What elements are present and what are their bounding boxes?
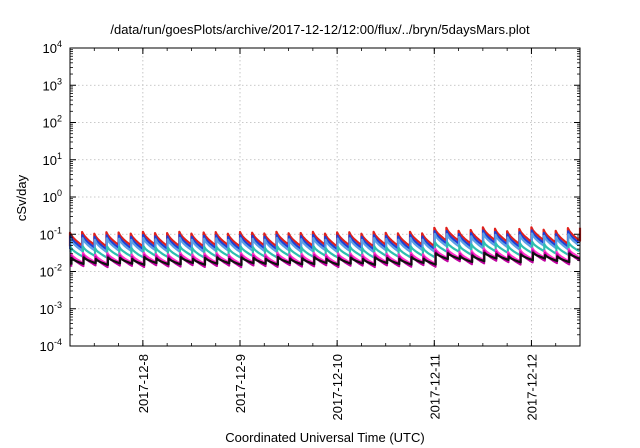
y-tick-label: 10-4 bbox=[40, 337, 62, 354]
x-tick-label: 2017-12-8 bbox=[136, 354, 151, 413]
chart-title: /data/run/goesPlots/archive/2017-12-12/1… bbox=[110, 22, 530, 37]
x-axis-ticks: 2017-12-8 2017-12-9 2017-12-10 2017-12-11 20… bbox=[69, 48, 581, 421]
series-layer bbox=[68, 226, 582, 269]
y-axis-ticks: 10-4 10-3 10-2 10-1 100 101 102 103 104 bbox=[40, 39, 580, 354]
gridlines bbox=[70, 48, 580, 346]
y-tick-label: 100 bbox=[43, 188, 62, 205]
y-tick-label: 10-2 bbox=[40, 263, 62, 280]
y-tick-label: 104 bbox=[43, 39, 62, 56]
x-tick-label: 2017-12-9 bbox=[233, 354, 248, 413]
x-tick-label: 2017-12-12 bbox=[524, 354, 539, 421]
y-tick-label: 10-1 bbox=[40, 225, 62, 242]
y-tick-label: 101 bbox=[43, 151, 62, 168]
x-axis-label: Coordinated Universal Time (UTC) bbox=[225, 430, 425, 445]
x-tick-label: 2017-12-10 bbox=[330, 354, 345, 421]
y-axis-label: cSv/day bbox=[14, 174, 29, 221]
series-line bbox=[70, 251, 581, 266]
y-tick-label: 102 bbox=[43, 114, 62, 131]
x-tick-label: 2017-12-11 bbox=[427, 354, 442, 420]
y-tick-label: 10-3 bbox=[40, 300, 62, 317]
y-tick-label: 103 bbox=[43, 76, 62, 93]
series-line bbox=[70, 249, 581, 269]
